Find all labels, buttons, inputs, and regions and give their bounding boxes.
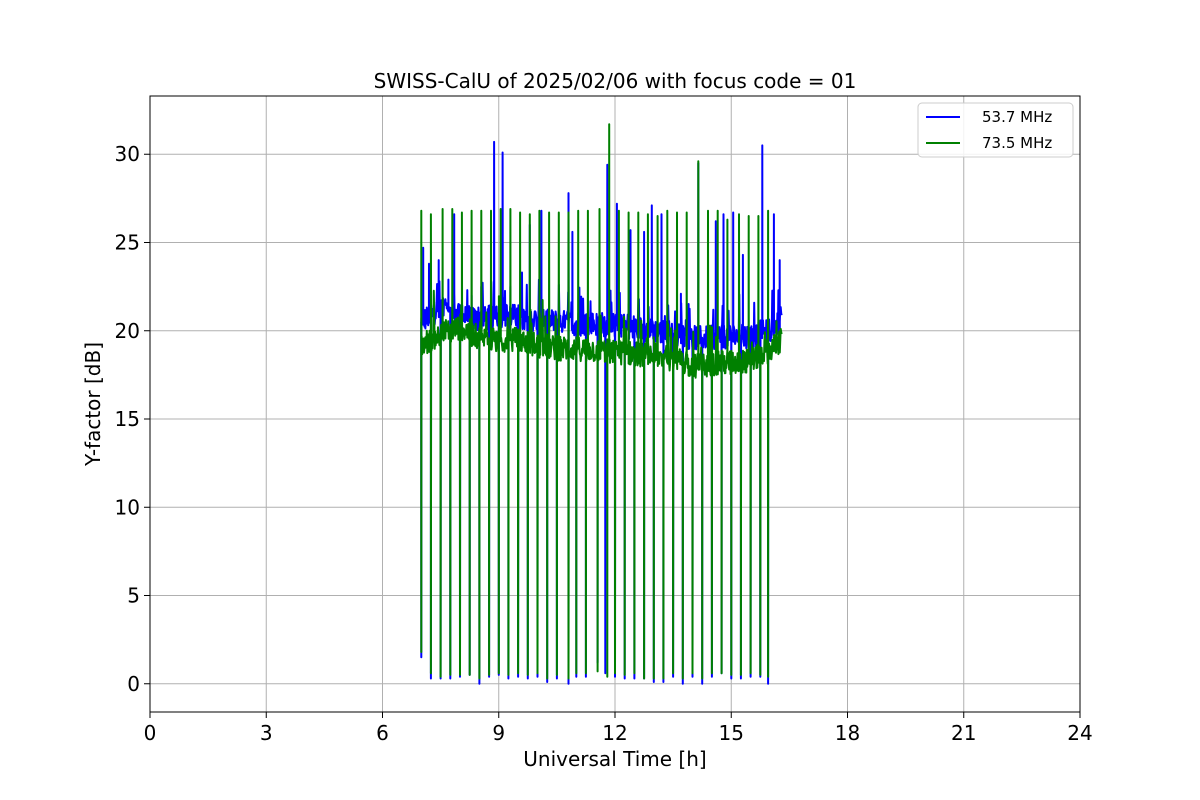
legend: 53.7 MHz 73.5 MHz (917, 102, 1074, 158)
y-tick-label: 20 (115, 319, 140, 343)
y-tick-label: 30 (115, 142, 140, 166)
x-tick-label: 18 (835, 721, 860, 745)
x-tick-label: 6 (376, 721, 389, 745)
y-tick-label: 25 (115, 230, 140, 254)
x-tick-label: 15 (719, 721, 744, 745)
y-ticks: 0 5 10 15 20 25 30 (115, 142, 150, 696)
x-tick-label: 24 (1067, 721, 1092, 745)
x-tick-label: 9 (492, 721, 505, 745)
x-ticks: 0 3 6 9 12 15 18 21 24 (144, 712, 1093, 745)
plot-series (420, 123, 783, 685)
legend-label-53-7-mhz: 53.7 MHz (982, 108, 1052, 126)
y-axis-label: Y-factor [dB] (81, 342, 105, 467)
legend-label-73-5-mhz: 73.5 MHz (982, 134, 1052, 152)
y-tick-label: 15 (115, 407, 140, 431)
x-axis-label: Universal Time [h] (523, 747, 706, 771)
x-tick-label: 3 (260, 721, 273, 745)
chart-title: SWISS-CalU of 2025/02/06 with focus code… (374, 69, 857, 93)
y-tick-label: 10 (115, 495, 140, 519)
x-tick-label: 12 (602, 721, 627, 745)
y-tick-label: 0 (127, 672, 140, 696)
y-tick-label: 5 (127, 584, 140, 608)
x-tick-label: 0 (144, 721, 157, 745)
series-line-73-5-mhz (420, 123, 783, 680)
x-tick-label: 21 (951, 721, 976, 745)
